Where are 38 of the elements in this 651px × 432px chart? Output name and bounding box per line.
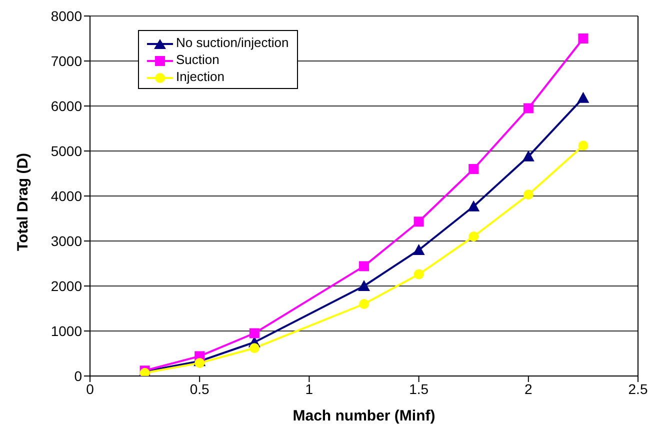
point (249, 343, 260, 354)
y-axis-title: Total Drag (D) (14, 152, 32, 251)
point (468, 232, 479, 242)
x-axis-title: Mach number (Minf) (292, 408, 436, 425)
point (468, 164, 479, 174)
y-tick-label: 6000 (50, 98, 82, 114)
x-tick-label: 1 (305, 380, 314, 397)
y-tick-label: 4000 (50, 188, 82, 204)
point (359, 261, 369, 272)
y-tick-label: 7000 (50, 52, 82, 69)
point (523, 190, 534, 200)
point (468, 200, 480, 212)
point (414, 216, 424, 227)
y-tick-label: 5000 (50, 142, 82, 159)
point (194, 358, 205, 368)
legend-label: Suction (176, 52, 220, 67)
x-tick-label: 0 (86, 380, 94, 397)
legend-label: No suction/injection (176, 35, 289, 50)
point (412, 244, 425, 255)
point (577, 92, 590, 103)
point (578, 34, 588, 44)
point (358, 280, 370, 291)
point (522, 150, 534, 162)
legend-label: Injection (176, 69, 224, 84)
point (578, 140, 588, 151)
x-tick-label: 2.5 (628, 380, 648, 397)
y-tick-label: 2000 (50, 278, 82, 294)
point (414, 269, 424, 280)
y-tick-label: 0 (74, 368, 82, 384)
point (523, 103, 534, 114)
y-tick-label: 3000 (50, 232, 82, 249)
y-tick-label: 1000 (50, 322, 82, 339)
x-tick-label: 0.5 (190, 380, 210, 397)
point (249, 328, 260, 338)
x-tick-label: 1.5 (409, 380, 429, 397)
x-tick-label: 2 (524, 380, 532, 397)
point (359, 299, 369, 309)
y-tick-label: 8000 (50, 8, 82, 24)
